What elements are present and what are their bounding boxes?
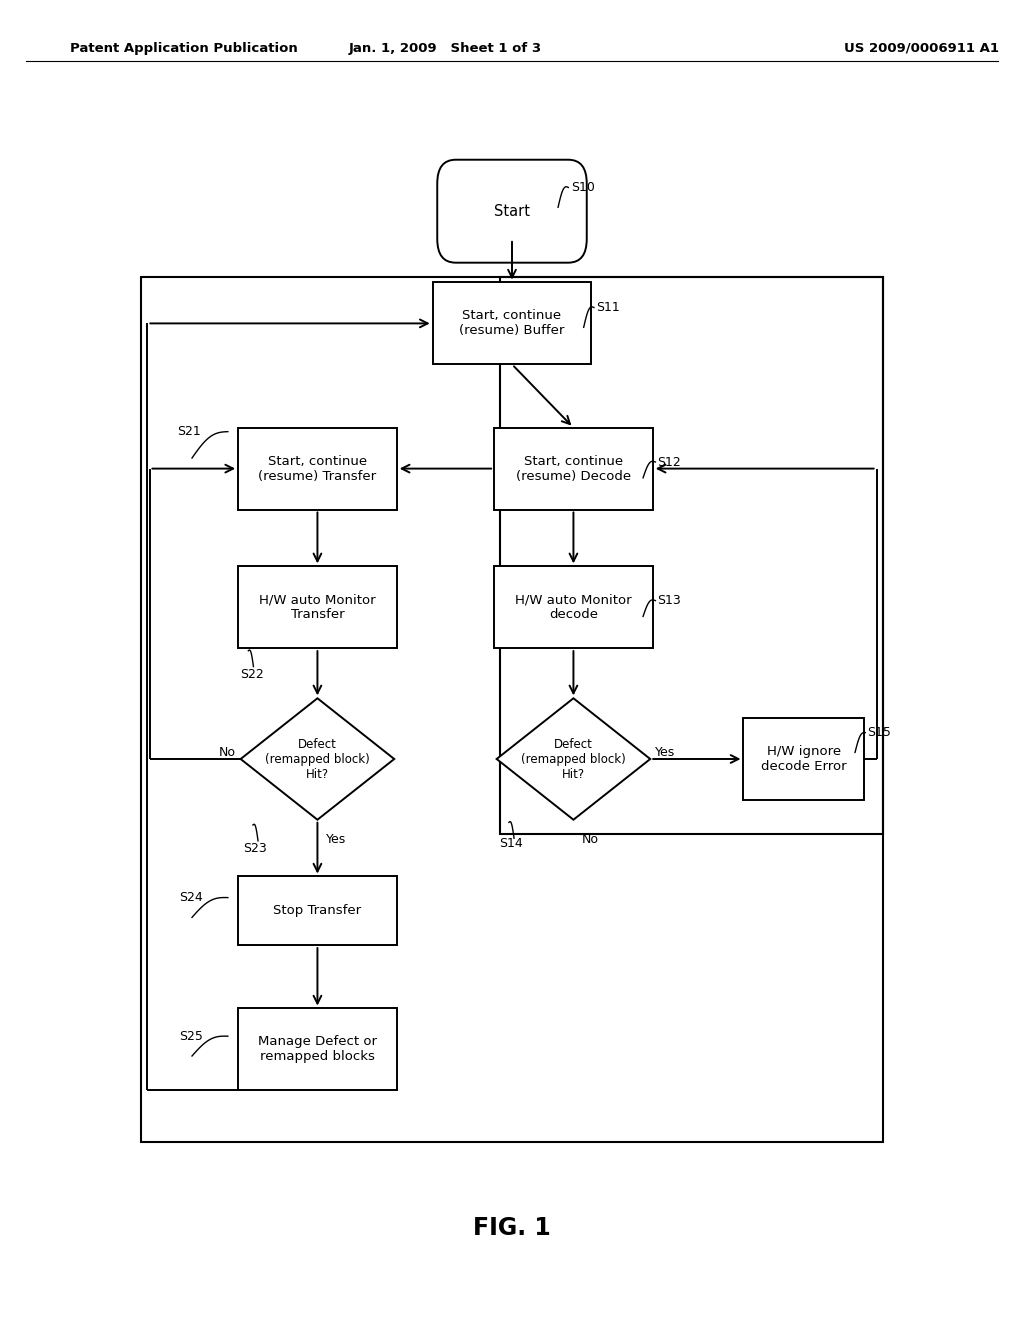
- Text: Yes: Yes: [326, 833, 346, 846]
- Text: S11: S11: [596, 301, 620, 314]
- Text: S23: S23: [243, 842, 266, 855]
- Text: FIG. 1: FIG. 1: [473, 1216, 551, 1239]
- FancyBboxPatch shape: [437, 160, 587, 263]
- Text: No: No: [582, 833, 599, 846]
- FancyBboxPatch shape: [495, 428, 653, 510]
- Text: S15: S15: [867, 726, 891, 739]
- FancyBboxPatch shape: [432, 282, 592, 364]
- Text: Patent Application Publication: Patent Application Publication: [70, 42, 297, 54]
- Text: S13: S13: [657, 594, 681, 607]
- Text: Start, continue
(resume) Decode: Start, continue (resume) Decode: [516, 454, 631, 483]
- Text: Start, continue
(resume) Buffer: Start, continue (resume) Buffer: [460, 309, 564, 338]
- FancyBboxPatch shape: [238, 876, 396, 945]
- Text: S12: S12: [657, 455, 681, 469]
- Text: S21: S21: [176, 425, 201, 438]
- Text: Jan. 1, 2009   Sheet 1 of 3: Jan. 1, 2009 Sheet 1 of 3: [349, 42, 542, 54]
- Text: H/W ignore
decode Error: H/W ignore decode Error: [761, 744, 847, 774]
- Text: H/W auto Monitor
Transfer: H/W auto Monitor Transfer: [259, 593, 376, 622]
- Text: S24: S24: [178, 891, 203, 904]
- Text: Start: Start: [494, 203, 530, 219]
- Text: S25: S25: [178, 1030, 203, 1043]
- Bar: [500, 277, 883, 834]
- Polygon shape: [241, 698, 394, 820]
- Text: Stop Transfer: Stop Transfer: [273, 904, 361, 917]
- Text: Manage Defect or
remapped blocks: Manage Defect or remapped blocks: [258, 1035, 377, 1064]
- Text: Yes: Yes: [655, 746, 676, 759]
- FancyBboxPatch shape: [238, 1008, 396, 1090]
- Text: No: No: [218, 746, 236, 759]
- Text: S10: S10: [571, 181, 595, 194]
- Text: H/W auto Monitor
decode: H/W auto Monitor decode: [515, 593, 632, 622]
- Text: Defect
(remapped block)
Hit?: Defect (remapped block) Hit?: [265, 738, 370, 780]
- Text: S14: S14: [499, 837, 522, 850]
- FancyBboxPatch shape: [495, 566, 653, 648]
- FancyBboxPatch shape: [743, 718, 864, 800]
- FancyBboxPatch shape: [238, 428, 396, 510]
- Text: Defect
(remapped block)
Hit?: Defect (remapped block) Hit?: [521, 738, 626, 780]
- Text: US 2009/0006911 A1: US 2009/0006911 A1: [844, 42, 999, 54]
- Text: Start, continue
(resume) Transfer: Start, continue (resume) Transfer: [258, 454, 377, 483]
- Text: S22: S22: [240, 668, 264, 681]
- FancyBboxPatch shape: [238, 566, 396, 648]
- Bar: [141, 277, 883, 1142]
- Polygon shape: [497, 698, 650, 820]
